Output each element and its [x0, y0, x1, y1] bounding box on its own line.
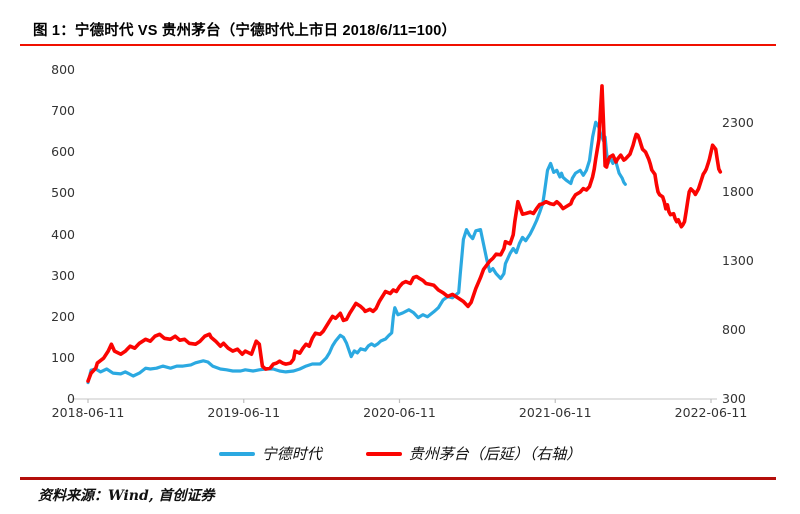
legend-label-catl: 宁德时代 [261, 445, 322, 463]
legend-item-catl: 宁德时代 [218, 443, 322, 464]
legend-label-moutai: 贵州茅台（后延）（右轴） [408, 445, 582, 463]
data-source-text: 资料来源：Wind, 首创证券 [38, 488, 215, 504]
moutai-series-line [86, 84, 723, 383]
figure-title: 图 1：宁德时代 VS 贵州茅台（宁德时代上市日 2018/6/11=100） [33, 23, 457, 39]
source-separator-rule [20, 477, 776, 480]
title-underline-rule [20, 44, 776, 46]
chart-legend: 宁德时代 贵州茅台（后延）（右轴） [0, 443, 800, 464]
moutai-line-swatch [365, 451, 402, 456]
catl-series-line [86, 120, 627, 385]
legend-item-moutai: 贵州茅台（后延）（右轴） [365, 443, 582, 464]
catl-line-swatch [218, 451, 255, 456]
